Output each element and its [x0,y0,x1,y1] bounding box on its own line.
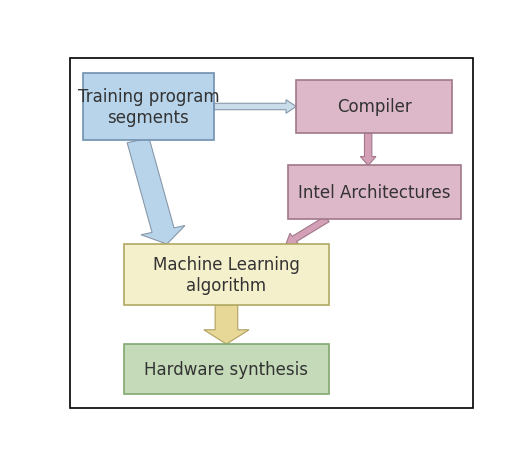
Text: Intel Architectures: Intel Architectures [298,184,450,202]
Text: Training program
segments: Training program segments [77,88,219,126]
FancyArrow shape [360,134,376,166]
Text: Machine Learning
algorithm: Machine Learning algorithm [153,256,300,294]
Bar [288,166,461,219]
Bar [296,81,453,134]
Bar [123,244,329,305]
FancyArrow shape [286,217,329,245]
FancyArrow shape [127,139,185,244]
FancyArrow shape [204,305,249,344]
Bar [123,344,329,394]
Text: Compiler: Compiler [337,98,412,116]
Bar [83,73,214,141]
FancyArrow shape [214,100,296,114]
Text: Hardware synthesis: Hardware synthesis [145,360,308,378]
